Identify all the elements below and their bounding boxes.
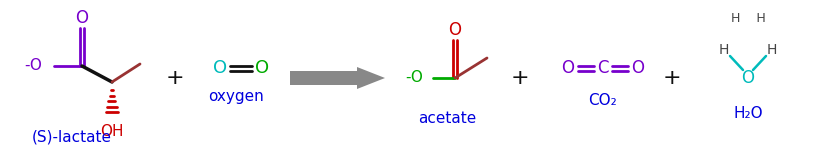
Text: acetate: acetate bbox=[418, 111, 476, 126]
Text: H₂O: H₂O bbox=[732, 106, 762, 121]
Text: C: C bbox=[596, 59, 608, 77]
Text: O: O bbox=[255, 59, 269, 77]
Text: O: O bbox=[741, 69, 753, 87]
Text: oxygen: oxygen bbox=[208, 89, 264, 104]
Text: OH: OH bbox=[100, 124, 123, 139]
Text: H    H: H H bbox=[729, 12, 764, 25]
Text: O: O bbox=[75, 9, 88, 27]
Text: O: O bbox=[561, 59, 574, 77]
Text: H: H bbox=[718, 43, 729, 57]
Text: (S)-lactate: (S)-lactate bbox=[32, 129, 112, 144]
Text: -O: -O bbox=[404, 71, 423, 85]
Text: O: O bbox=[631, 59, 643, 77]
Text: CO₂: CO₂ bbox=[588, 93, 617, 108]
Text: +: + bbox=[662, 68, 681, 88]
Text: +: + bbox=[510, 68, 528, 88]
Text: O: O bbox=[448, 21, 461, 39]
Text: O: O bbox=[213, 59, 227, 77]
Polygon shape bbox=[289, 67, 385, 89]
Text: -O: -O bbox=[24, 58, 42, 73]
Text: H: H bbox=[766, 43, 777, 57]
Text: +: + bbox=[165, 68, 184, 88]
